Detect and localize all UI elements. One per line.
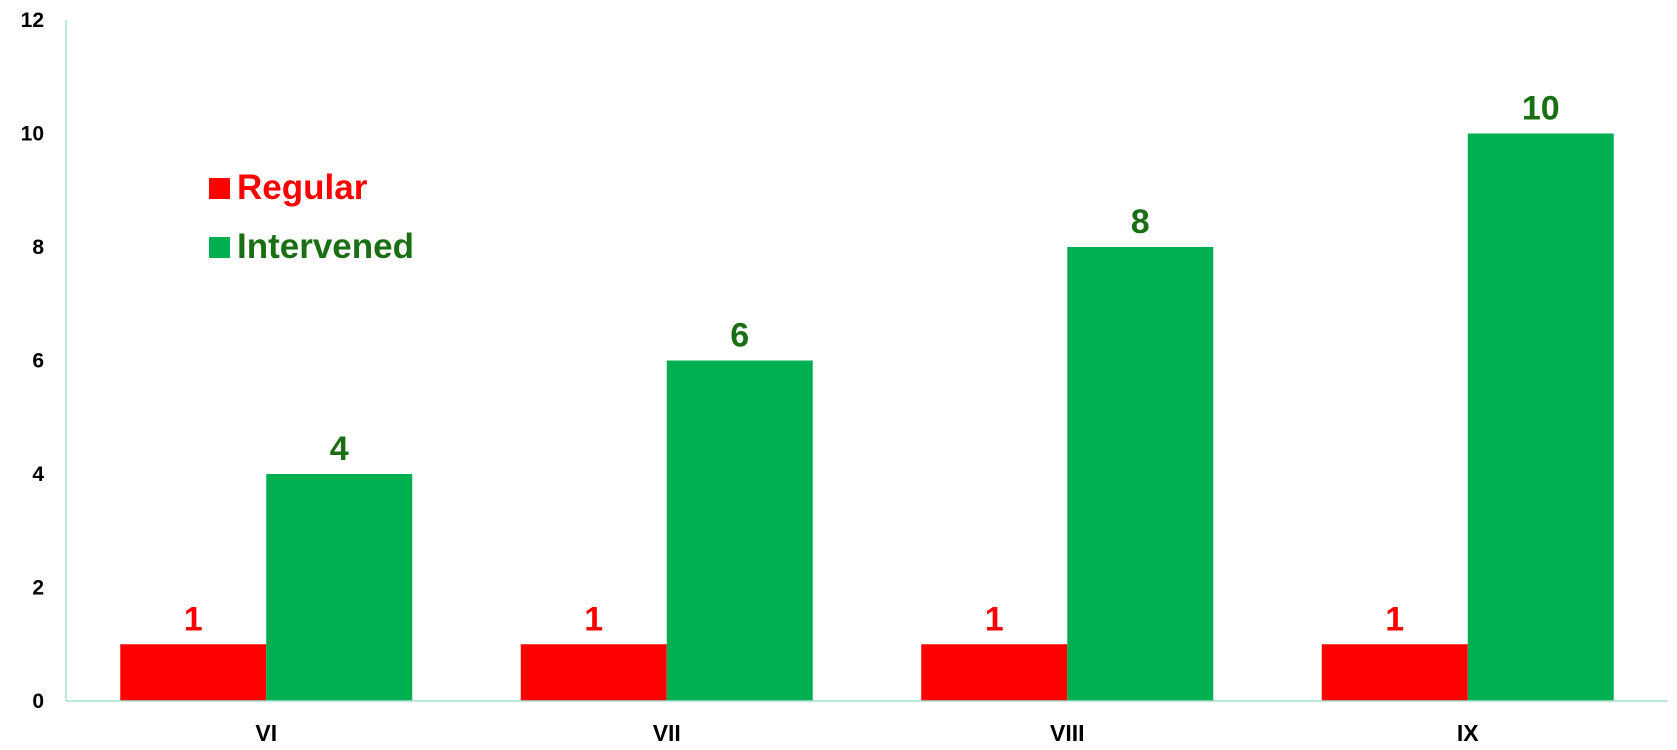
- x-axis-ticks: VI VII VIII IX: [255, 720, 1479, 746]
- bar-regular-ix: [1321, 644, 1468, 701]
- legend-swatch: [209, 237, 230, 258]
- legend: Regular Intervened: [209, 168, 414, 266]
- bar-intervened-vi: [266, 474, 413, 701]
- bar-regular-viii: [921, 644, 1068, 701]
- legend-label: Intervened: [237, 227, 414, 266]
- bars: [120, 133, 1614, 701]
- data-labels: 1 4 1 6 1 8 1 10: [184, 90, 1560, 639]
- bar-intervened-vii: [666, 360, 813, 701]
- data-label: 10: [1522, 90, 1560, 128]
- data-label: 8: [1131, 203, 1150, 241]
- data-label: 4: [330, 430, 349, 468]
- bar-regular-vi: [120, 644, 267, 701]
- data-label: 1: [1385, 600, 1404, 638]
- legend-swatch: [209, 178, 230, 199]
- y-tick-label: 0: [32, 690, 44, 713]
- x-tick-label: VI: [255, 720, 277, 745]
- x-tick-label: VII: [653, 720, 681, 745]
- y-tick-label: 4: [32, 463, 44, 486]
- y-tick-label: 10: [21, 123, 44, 146]
- data-label: 6: [730, 317, 749, 355]
- y-tick-label: 8: [32, 236, 44, 259]
- data-label: 1: [985, 600, 1004, 638]
- data-label: 1: [184, 600, 203, 638]
- x-tick-label: IX: [1457, 720, 1479, 745]
- y-tick-label: 2: [32, 577, 44, 600]
- y-axis-ticks: 0 2 4 6 8 10 12: [21, 9, 45, 713]
- data-label: 1: [584, 600, 603, 638]
- y-tick-label: 12: [21, 9, 44, 32]
- x-tick-label: VIII: [1050, 720, 1085, 745]
- y-tick-label: 6: [32, 350, 44, 373]
- bar-intervened-viii: [1067, 247, 1214, 701]
- legend-label: Regular: [237, 168, 368, 207]
- bar-regular-vii: [520, 644, 667, 701]
- bar-intervened-ix: [1467, 133, 1614, 701]
